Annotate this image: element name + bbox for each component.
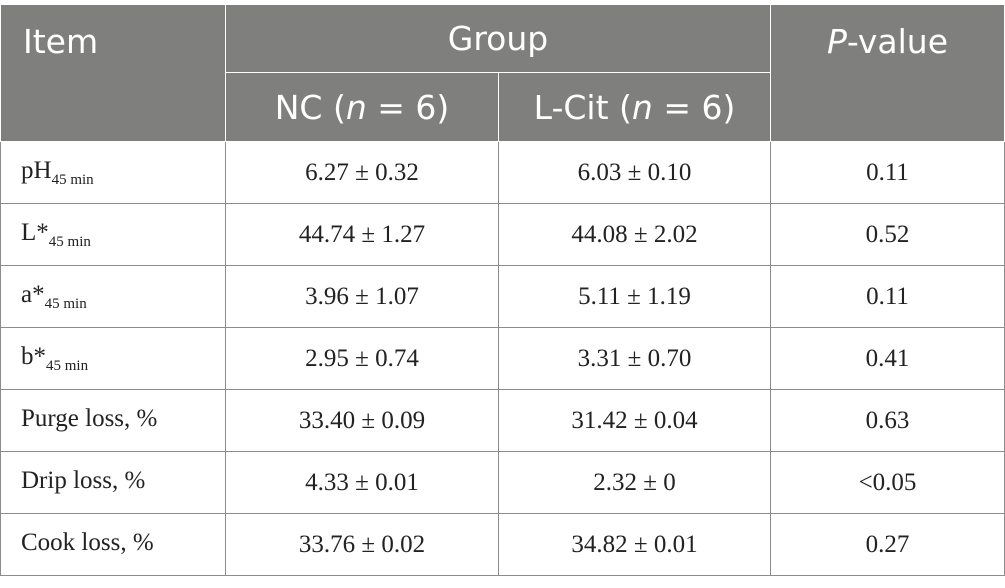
- row-label: Purge loss, %: [0, 389, 226, 452]
- cell-nc: 33.76 ± 0.02: [225, 513, 499, 576]
- table-body: pH45 min 6.27 ± 0.32 6.03 ± 0.10 0.11 L*…: [0, 141, 1005, 576]
- row-label-subscript: 45 min: [51, 171, 94, 188]
- row-label-text: pH: [21, 156, 52, 184]
- cell-nc: 33.40 ± 0.09: [225, 389, 499, 452]
- row-label: L*45 min: [0, 203, 226, 266]
- header-lcit-eq: = 6): [652, 87, 736, 127]
- table-header: Item Group P-value NC (n = 6) L-Cit (n =…: [0, 4, 1005, 142]
- row-label-subscript: 45 min: [44, 295, 87, 312]
- cell-pvalue: 0.11: [770, 141, 1005, 204]
- row-label-text: Drip loss, %: [21, 466, 146, 494]
- row-label-text: b*: [21, 342, 46, 370]
- table-row: L*45 min 44.74 ± 1.27 44.08 ± 2.02 0.52: [0, 203, 1005, 266]
- data-table: Item Group P-value NC (n = 6) L-Cit (n =…: [0, 4, 1005, 576]
- table-row: a*45 min 3.96 ± 1.07 5.11 ± 1.19 0.11: [0, 265, 1005, 328]
- cell-nc: 3.96 ± 1.07: [225, 265, 499, 328]
- header-pvalue-rest: -value: [846, 22, 949, 61]
- row-label-text: a*: [21, 280, 45, 308]
- cell-lcit: 2.32 ± 0: [498, 451, 771, 514]
- cell-pvalue: 0.52: [770, 203, 1005, 266]
- header-pvalue: P-value: [770, 4, 1005, 142]
- cell-lcit: 6.03 ± 0.10: [498, 141, 771, 204]
- header-lcit-label: L-Cit (: [533, 87, 632, 127]
- header-nc-label: NC (: [274, 87, 346, 127]
- header-nc-eq: = 6): [366, 87, 450, 127]
- cell-pvalue: 0.11: [770, 265, 1005, 328]
- cell-nc: 44.74 ± 1.27: [225, 203, 499, 266]
- row-label-subscript: 45 min: [48, 233, 91, 250]
- header-nc-n: n: [345, 87, 367, 127]
- cell-pvalue: <0.05: [770, 451, 1005, 514]
- cell-lcit: 31.42 ± 0.04: [498, 389, 771, 452]
- header-item: Item: [0, 4, 226, 142]
- header-group: Group: [225, 4, 771, 73]
- cell-lcit: 34.82 ± 0.01: [498, 513, 771, 576]
- header-nc: NC (n = 6): [225, 72, 499, 142]
- table-row: pH45 min 6.27 ± 0.32 6.03 ± 0.10 0.11: [0, 141, 1005, 204]
- cell-nc: 6.27 ± 0.32: [225, 141, 499, 204]
- header-lcit-n: n: [631, 87, 653, 127]
- cell-pvalue: 0.27: [770, 513, 1005, 576]
- header-pvalue-italic: P: [826, 22, 847, 61]
- cell-pvalue: 0.63: [770, 389, 1005, 452]
- cell-nc: 4.33 ± 0.01: [225, 451, 499, 514]
- row-label: b*45 min: [0, 327, 226, 390]
- cell-lcit: 3.31 ± 0.70: [498, 327, 771, 390]
- table-row: Purge loss, % 33.40 ± 0.09 31.42 ± 0.04 …: [0, 389, 1005, 452]
- cell-lcit: 44.08 ± 2.02: [498, 203, 771, 266]
- table-row: b*45 min 2.95 ± 0.74 3.31 ± 0.70 0.41: [0, 327, 1005, 390]
- table-row: Drip loss, % 4.33 ± 0.01 2.32 ± 0 <0.05: [0, 451, 1005, 514]
- row-label-subscript: 45 min: [46, 357, 89, 374]
- row-label: Drip loss, %: [0, 451, 226, 514]
- cell-nc: 2.95 ± 0.74: [225, 327, 499, 390]
- row-label: pH45 min: [0, 141, 226, 204]
- row-label: a*45 min: [0, 265, 226, 328]
- cell-lcit: 5.11 ± 1.19: [498, 265, 771, 328]
- table-row: Cook loss, % 33.76 ± 0.02 34.82 ± 0.01 0…: [0, 513, 1005, 576]
- row-label-text: Purge loss, %: [21, 404, 158, 432]
- row-label-text: Cook loss, %: [21, 528, 154, 556]
- cell-pvalue: 0.41: [770, 327, 1005, 390]
- row-label: Cook loss, %: [0, 513, 226, 576]
- row-label-text: L*: [21, 218, 49, 246]
- header-lcit: L-Cit (n = 6): [498, 72, 771, 142]
